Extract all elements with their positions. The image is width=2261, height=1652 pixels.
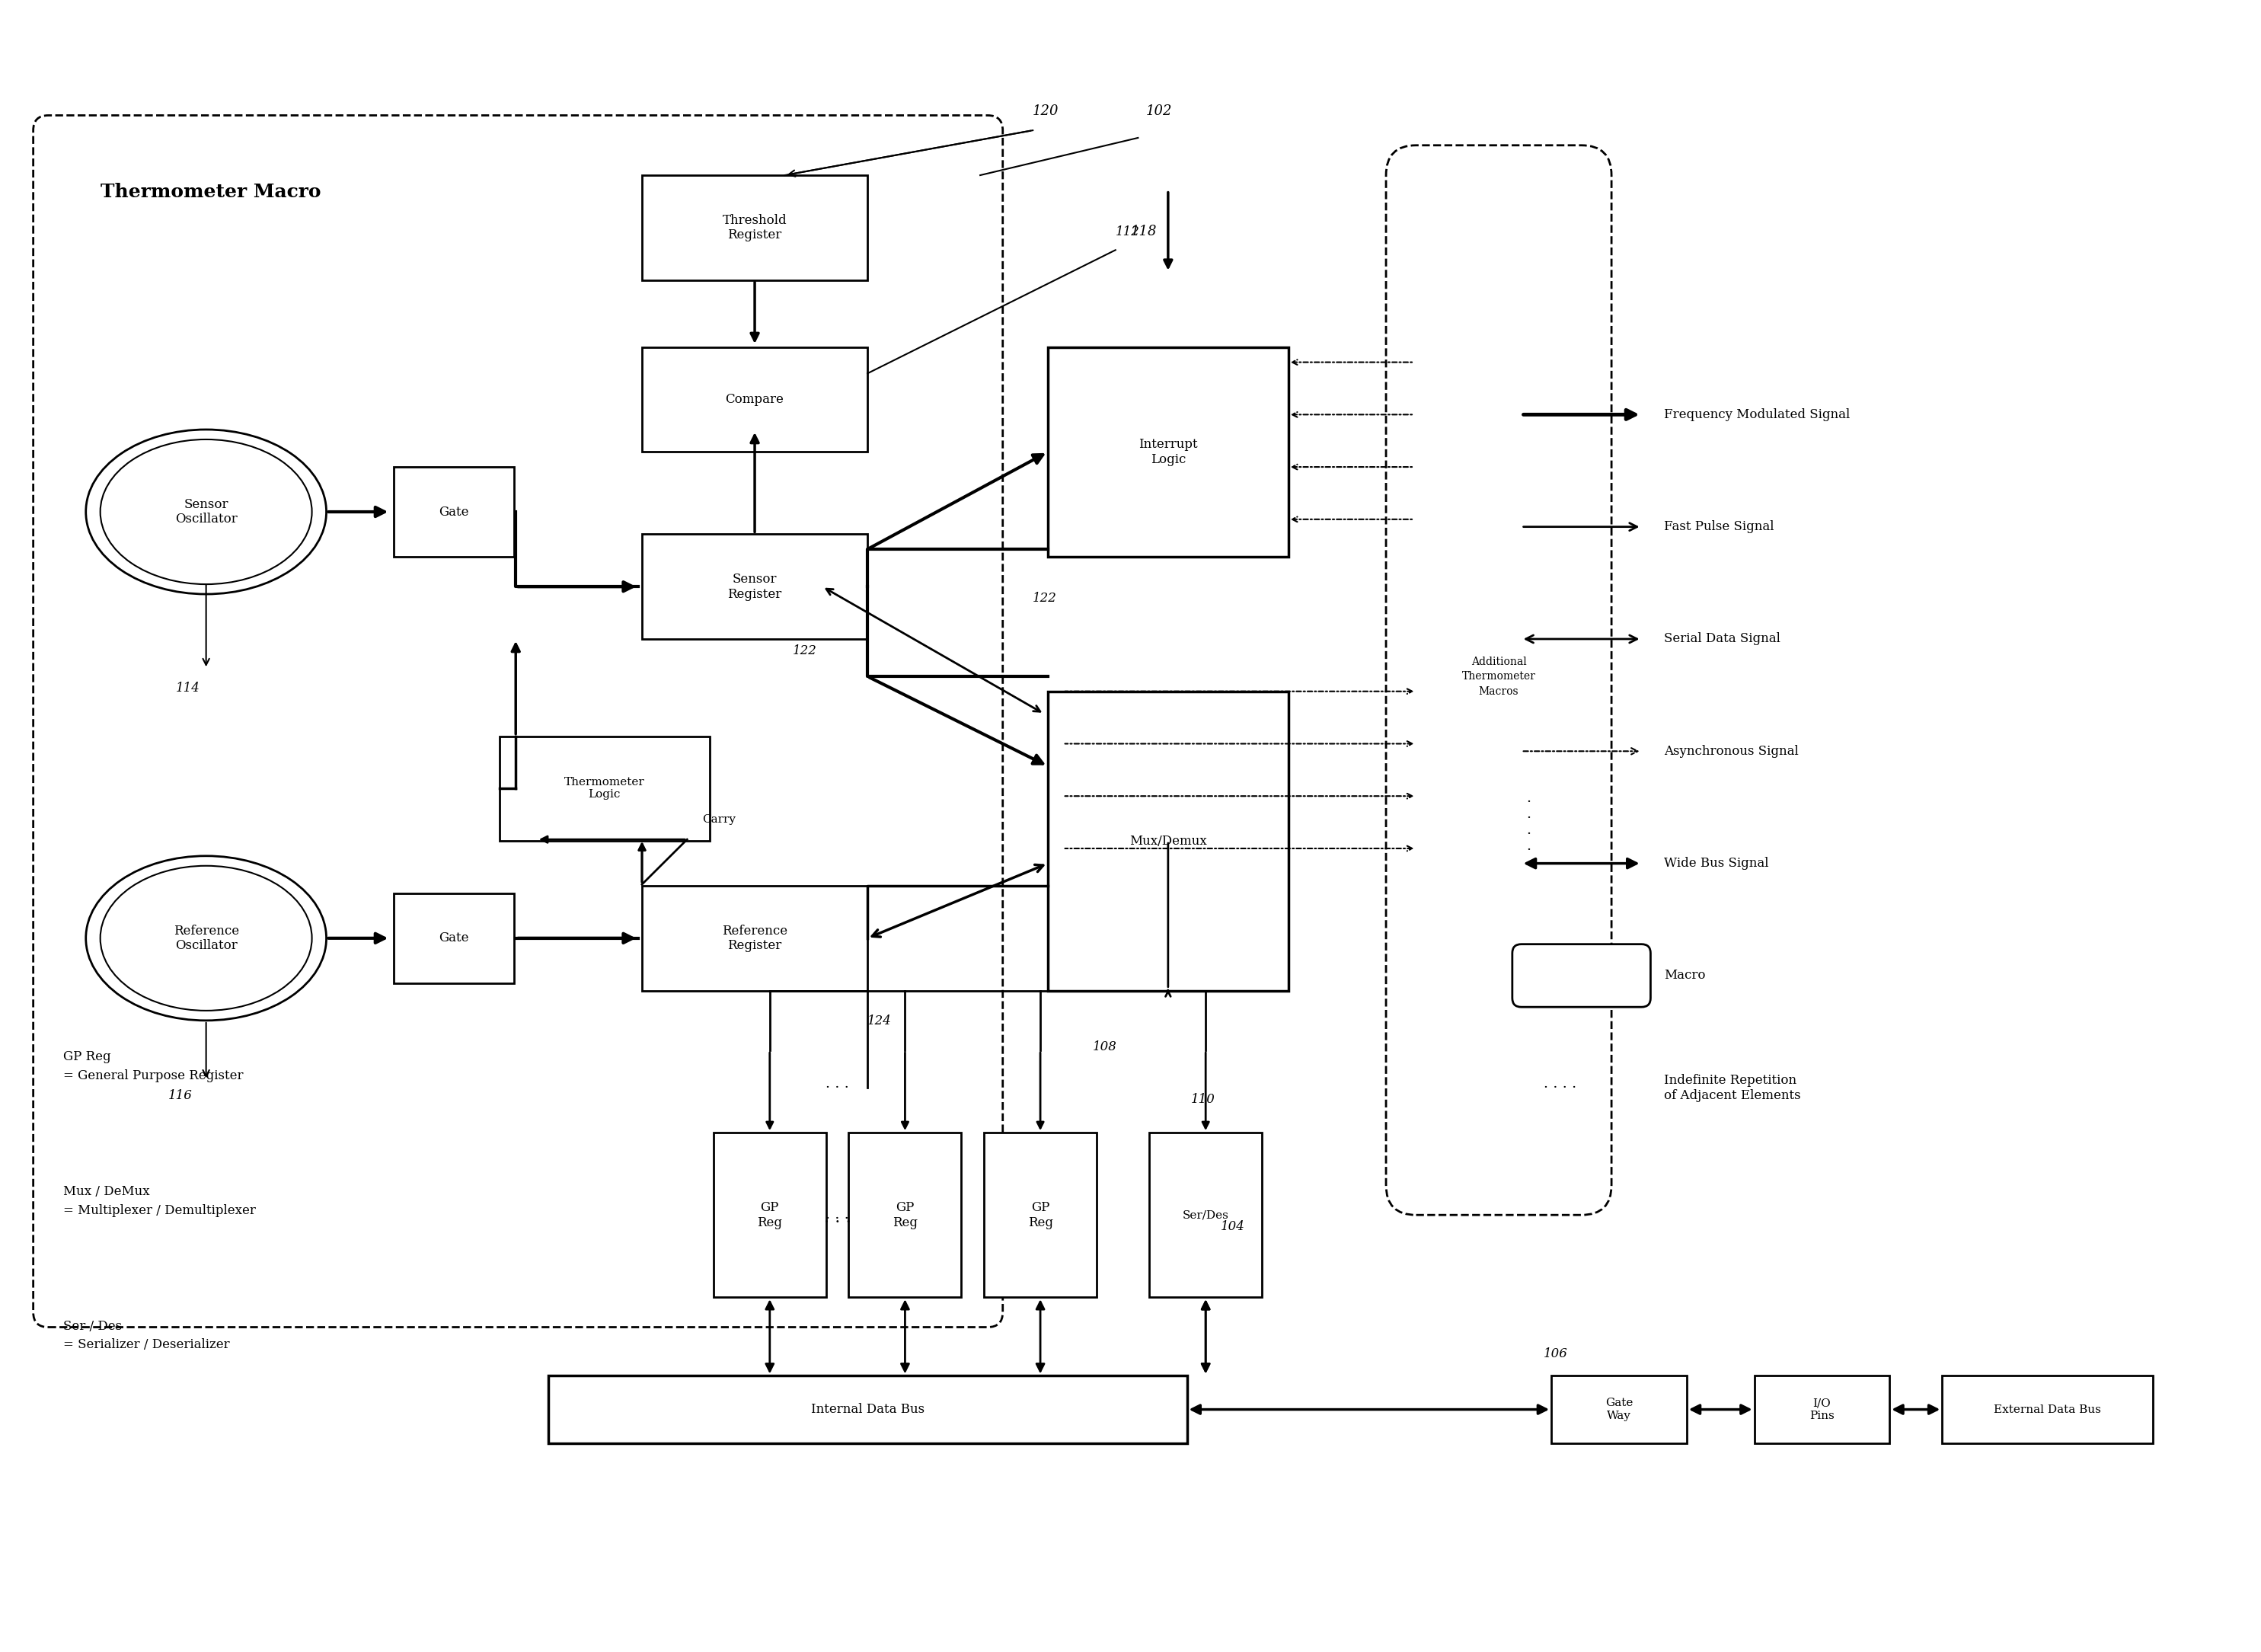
Text: Threshold
Register: Threshold Register xyxy=(724,213,787,241)
Bar xyxy=(547,1376,1187,1444)
FancyBboxPatch shape xyxy=(1513,945,1651,1008)
Text: 116: 116 xyxy=(170,1089,192,1102)
Text: 112: 112 xyxy=(1115,225,1140,238)
Bar xyxy=(1149,1133,1262,1297)
Bar xyxy=(642,175,868,279)
Text: Fast Pulse Signal: Fast Pulse Signal xyxy=(1664,520,1775,534)
Text: 118: 118 xyxy=(1130,225,1158,238)
Text: Wide Bus Signal: Wide Bus Signal xyxy=(1664,857,1768,871)
Text: GP
Reg: GP Reg xyxy=(1029,1201,1054,1229)
Text: Indefinite Repetition
of Adjacent Elements: Indefinite Repetition of Adjacent Elemen… xyxy=(1664,1074,1802,1102)
Ellipse shape xyxy=(99,866,312,1011)
Bar xyxy=(1551,1376,1687,1444)
Text: Gate
Way: Gate Way xyxy=(1605,1398,1632,1421)
Text: Thermometer Macro: Thermometer Macro xyxy=(102,183,321,202)
Text: Ser/Des: Ser/Des xyxy=(1183,1209,1228,1221)
Ellipse shape xyxy=(86,856,326,1021)
Text: Sensor
Oscillator: Sensor Oscillator xyxy=(174,497,237,525)
Text: 114: 114 xyxy=(176,682,201,694)
Bar xyxy=(642,885,868,991)
Text: · · · ·: · · · · xyxy=(1544,1080,1576,1095)
Text: Carry: Carry xyxy=(703,814,735,824)
Text: ·
·
·
·: · · · · xyxy=(1526,795,1531,857)
Text: Gate: Gate xyxy=(439,506,468,519)
Bar xyxy=(642,534,868,639)
Bar xyxy=(714,1133,825,1297)
Bar xyxy=(1942,1376,2152,1444)
Text: 122: 122 xyxy=(1033,591,1058,605)
Text: Compare: Compare xyxy=(726,393,785,406)
Text: Additional
Thermometer
Macros: Additional Thermometer Macros xyxy=(1463,656,1535,697)
Text: Internal Data Bus: Internal Data Bus xyxy=(812,1403,925,1416)
Text: Mux / DeMux
= Multiplexer / Demultiplexer: Mux / DeMux = Multiplexer / Demultiplexe… xyxy=(63,1184,255,1218)
Bar xyxy=(500,737,710,841)
Text: Thermometer
Logic: Thermometer Logic xyxy=(565,776,644,800)
Text: Interrupt
Logic: Interrupt Logic xyxy=(1140,438,1198,466)
Text: GP
Reg: GP Reg xyxy=(757,1201,782,1229)
Text: 102: 102 xyxy=(1146,104,1171,119)
Text: Sensor
Register: Sensor Register xyxy=(728,573,782,601)
Bar xyxy=(1047,691,1289,991)
Text: Macro: Macro xyxy=(1664,970,1705,981)
Bar xyxy=(393,468,513,557)
Text: I/O
Pins: I/O Pins xyxy=(1809,1398,1834,1421)
Text: Mux/Demux: Mux/Demux xyxy=(1128,834,1207,847)
Text: GP
Reg: GP Reg xyxy=(893,1201,918,1229)
Text: · · ·: · · · xyxy=(825,1213,850,1226)
Text: 124: 124 xyxy=(868,1014,891,1028)
Bar xyxy=(848,1133,961,1297)
Text: Frequency Modulated Signal: Frequency Modulated Signal xyxy=(1664,408,1849,421)
Text: Asynchronous Signal: Asynchronous Signal xyxy=(1664,745,1800,758)
Text: · · ·: · · · xyxy=(825,1080,850,1095)
Text: 104: 104 xyxy=(1221,1221,1246,1232)
FancyBboxPatch shape xyxy=(1386,145,1612,1214)
Text: Ser / Des
= Serializer / Deserializer: Ser / Des = Serializer / Deserializer xyxy=(63,1320,231,1351)
Bar xyxy=(1047,347,1289,557)
Text: External Data Bus: External Data Bus xyxy=(1994,1404,2100,1414)
Text: · · ·: · · · xyxy=(823,1214,850,1231)
Bar xyxy=(1755,1376,1890,1444)
Text: Gate: Gate xyxy=(439,932,468,945)
Text: 122: 122 xyxy=(791,644,816,657)
Text: 106: 106 xyxy=(1544,1346,1569,1360)
Text: 108: 108 xyxy=(1092,1041,1117,1054)
Text: Reference
Oscillator: Reference Oscillator xyxy=(174,923,240,952)
Bar xyxy=(393,894,513,983)
Bar xyxy=(642,347,868,453)
Text: 120: 120 xyxy=(1033,104,1058,119)
Text: 110: 110 xyxy=(1192,1094,1214,1105)
Text: Serial Data Signal: Serial Data Signal xyxy=(1664,633,1779,646)
Text: Reference
Register: Reference Register xyxy=(721,923,787,952)
Text: GP Reg
= General Purpose Register: GP Reg = General Purpose Register xyxy=(63,1051,244,1082)
Ellipse shape xyxy=(99,439,312,585)
Ellipse shape xyxy=(86,430,326,595)
Bar xyxy=(984,1133,1097,1297)
